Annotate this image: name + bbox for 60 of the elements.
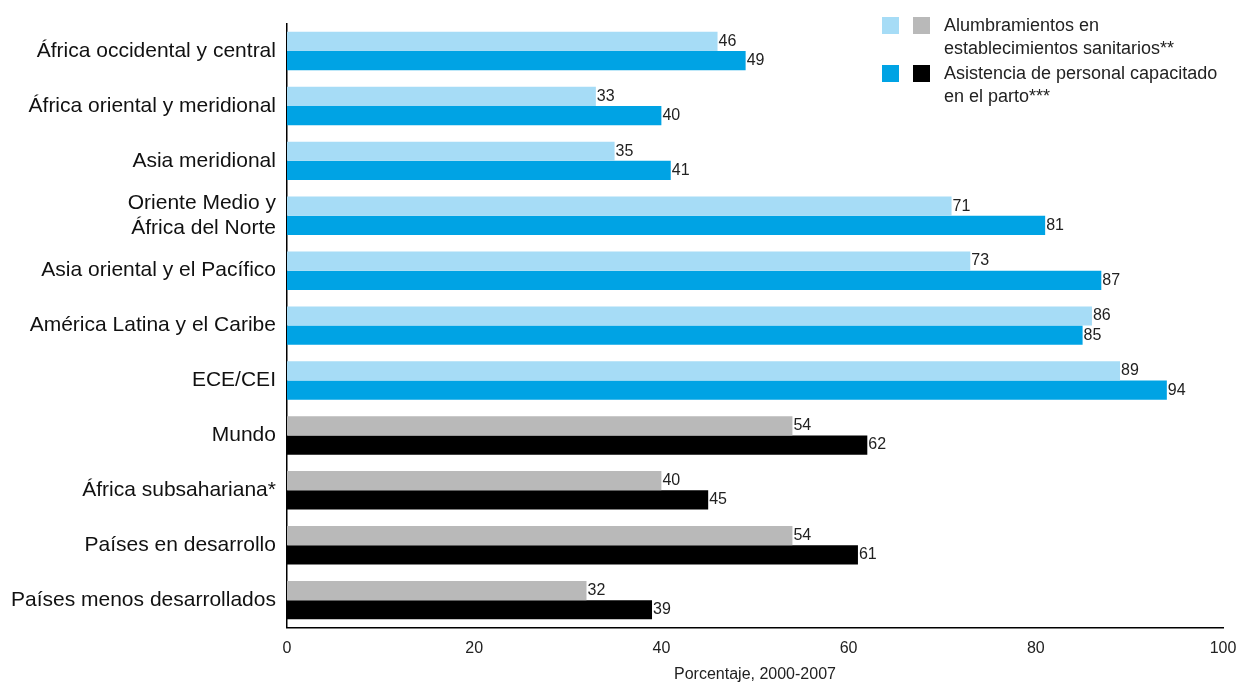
bar — [286, 251, 971, 271]
y-tick-label: Mundo — [211, 422, 276, 446]
data-label: 35 — [615, 141, 634, 159]
y-tick-label: África oriental y meridional — [28, 92, 276, 116]
bar — [286, 215, 1046, 235]
y-tick-label: África occidental y central — [36, 37, 276, 61]
bar — [286, 160, 671, 181]
data-label: 71 — [952, 196, 971, 214]
data-label: 54 — [793, 526, 812, 544]
bar — [286, 270, 1102, 290]
data-label: 85 — [1083, 325, 1102, 343]
data-label: 73 — [971, 251, 990, 269]
data-label: 39 — [653, 600, 671, 618]
y-tick-label: Asia meridional — [132, 147, 276, 171]
bar — [286, 416, 793, 436]
x-tick-label: 80 — [1026, 638, 1045, 656]
data-label: 54 — [793, 416, 812, 434]
data-label: 40 — [662, 471, 681, 489]
y-tick-label: Asia oriental y el Pacífico — [41, 257, 276, 281]
y-tick-label: África subsahariana* — [82, 477, 276, 501]
y-tick-label: Oriente Medio y África del Norte — [127, 189, 277, 239]
legend-label: Alumbramientos en establecimientos sanitarios** — [944, 14, 1176, 60]
bar — [286, 31, 718, 52]
x-tick-label: 100 — [1209, 638, 1237, 656]
bar — [286, 306, 1092, 326]
bar — [286, 580, 587, 601]
x-tick-label: 0 — [282, 638, 292, 656]
data-label: 81 — [1046, 215, 1065, 233]
data-label: 45 — [709, 490, 728, 508]
bar — [286, 361, 1121, 381]
bar — [286, 526, 793, 546]
y-tick-label: ECE/CEI — [191, 367, 276, 391]
y-tick-label: Países en desarrollo — [84, 532, 276, 556]
data-label: 62 — [868, 435, 887, 453]
data-label: 46 — [718, 31, 737, 49]
data-label: 86 — [1092, 306, 1111, 324]
bar — [286, 51, 746, 71]
data-label: 87 — [1102, 270, 1121, 288]
legend-label: Asistencia de personal capacitado en el parto*** — [944, 62, 1219, 108]
data-label: 49 — [746, 51, 765, 69]
x-tick-label: 20 — [465, 638, 484, 656]
data-label: 32 — [587, 580, 606, 598]
bar — [286, 471, 662, 491]
x-tick-label: 40 — [652, 638, 671, 656]
data-label: 40 — [662, 105, 681, 123]
bar — [286, 86, 596, 106]
y-tick-label: América Latina y el Caribe — [29, 312, 276, 336]
x-axis-title: Porcentaje, 2000-2007 — [674, 664, 837, 682]
x-tick-label: 60 — [839, 638, 858, 656]
bar — [286, 196, 952, 216]
data-label: 89 — [1121, 361, 1139, 379]
bar — [286, 325, 1083, 345]
bar — [286, 380, 1167, 400]
bar — [286, 141, 615, 161]
y-tick-label: Países menos desarrollados — [10, 586, 276, 610]
data-label: 41 — [671, 160, 690, 178]
data-label: 94 — [1167, 380, 1186, 398]
data-label: 61 — [858, 545, 877, 563]
bar — [286, 105, 662, 126]
data-label: 33 — [596, 86, 615, 104]
